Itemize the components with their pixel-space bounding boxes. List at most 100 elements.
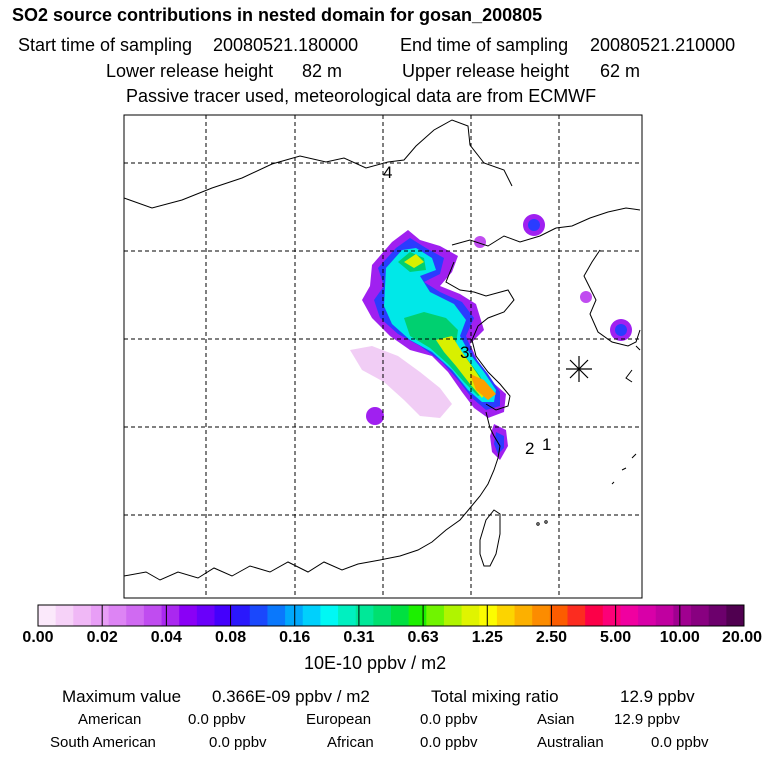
colorbar-cell	[73, 605, 92, 626]
colorbar-cell	[726, 605, 745, 626]
colorbar-cell	[691, 605, 710, 626]
colorbar-cell	[426, 605, 445, 626]
colorbar-cell	[55, 605, 74, 626]
concentration-plume	[350, 214, 632, 460]
colorbar-cell	[355, 605, 374, 626]
korea-peninsula	[555, 207, 641, 347]
end-time-label: End time of sampling	[400, 35, 569, 55]
hotspot-shanghai-core	[494, 432, 504, 454]
island-dot-2	[544, 520, 548, 524]
colorbar-cell	[161, 605, 180, 626]
colorbar-cell	[302, 605, 321, 626]
map-frame	[123, 114, 643, 599]
colorbar-cell	[655, 605, 674, 626]
taiwan-island	[479, 509, 501, 567]
asterisk-receptor-icon	[566, 356, 592, 382]
region-australian-name: Australian	[537, 734, 604, 751]
colorbar-cell	[126, 605, 145, 626]
upper-height-value: 62 m	[600, 61, 641, 81]
colorbar-cell	[338, 605, 357, 626]
colorbar-cell	[638, 605, 657, 626]
region-asian-value: 12.9 ppbv	[614, 711, 680, 728]
colorbar-unit: 10E-10 ppbv / m2	[304, 653, 447, 673]
colorbar-label: 1.25	[471, 629, 503, 646]
colorbar-cell	[408, 605, 427, 626]
region-south-american-name: South American	[50, 734, 156, 751]
colorbar-cell	[514, 605, 533, 626]
colorbar-cell	[567, 605, 586, 626]
colorbar-label: 0.04	[150, 629, 182, 646]
colorbar-cell	[585, 605, 604, 626]
colorbar-cell	[320, 605, 339, 626]
colorbar-cell	[532, 605, 551, 626]
colorbar-cell	[267, 605, 286, 626]
max-value: 0.366E-09 ppbv / m2	[212, 687, 370, 706]
china-south-coast	[379, 411, 501, 561]
max-value-label: Maximum value	[62, 687, 182, 706]
plume-light-haze	[350, 346, 452, 418]
colorbar-label: 0.02	[86, 629, 118, 646]
colorbar-label: 5.00	[600, 629, 632, 646]
marker-2: 2	[525, 439, 534, 458]
colorbar-cell	[373, 605, 392, 626]
island-dot-1	[536, 522, 540, 526]
end-time-value: 20080521.210000	[590, 35, 736, 55]
colorbar-cell	[38, 605, 57, 626]
hotspot-small-1	[474, 236, 486, 248]
total-mixing-label: Total mixing ratio	[431, 687, 559, 706]
upper-height-label: Upper release height	[402, 61, 570, 81]
colorbar-cell	[391, 605, 410, 626]
colorbar-cell	[496, 605, 516, 626]
region-south-american-value: 0.0 ppbv	[209, 734, 267, 751]
colorbar-cell	[673, 605, 692, 626]
colorbar-label: 20.00	[721, 629, 763, 646]
model-note: Passive tracer used, meteorological data…	[126, 86, 597, 106]
lat-lon-grid	[124, 115, 642, 598]
colorbar-cell	[602, 605, 621, 626]
plume-yellow	[404, 254, 488, 398]
colorbar-label: 0.16	[279, 629, 311, 646]
plume-orange	[470, 374, 496, 400]
region-african-name: African	[327, 734, 374, 751]
figure-title: SO2 source contributions in nested domai…	[12, 5, 543, 25]
colorbar-cell	[179, 605, 198, 626]
colorbar-cell	[443, 605, 463, 626]
colorbar-label: 0.31	[343, 629, 375, 646]
colorbar-cell	[214, 605, 233, 626]
start-time-label: Start time of sampling	[18, 35, 193, 55]
hotspot-small-2	[580, 291, 592, 303]
mongolia-border	[124, 119, 513, 209]
region-african-value: 0.0 ppbv	[420, 734, 478, 751]
colorbar-cell	[708, 605, 727, 626]
lower-height-label: Lower release height	[106, 61, 274, 81]
hotspot-korea-south-core	[615, 324, 627, 336]
colorbar	[38, 605, 745, 626]
region-australian-value: 0.0 ppbv	[651, 734, 709, 751]
coastlines	[124, 119, 641, 581]
colorbar-label: 0.08	[214, 629, 247, 646]
region-american-name: American	[78, 711, 142, 728]
marker-1: 1	[542, 435, 551, 454]
colorbar-cell	[196, 605, 215, 626]
map-area: 4 3 2 1	[124, 115, 642, 598]
region-european-name: European	[306, 711, 372, 728]
colorbar-label: 0.63	[407, 629, 439, 646]
colorbar-cell	[108, 605, 127, 626]
colorbar-cell	[90, 605, 110, 626]
colorbar-label: 2.50	[535, 629, 568, 646]
colorbar-cell	[285, 605, 304, 626]
ryukyu-islands	[611, 453, 637, 485]
region-asian-name: Asian	[537, 711, 575, 728]
colorbar-cell	[549, 605, 568, 626]
colorbar-cell	[249, 605, 268, 626]
bohai-coast	[445, 261, 515, 411]
colorbar-frame	[37, 604, 745, 627]
colorbar-label: 0.00	[22, 629, 54, 646]
trajectory-markers: 4 3 2 1	[383, 163, 551, 458]
marker-3: 3	[460, 343, 469, 362]
colorbar-cell	[479, 605, 498, 626]
south-china-outline	[124, 559, 381, 581]
colorbar-label: 10.00	[659, 629, 700, 646]
colorbar-cell	[232, 605, 251, 626]
